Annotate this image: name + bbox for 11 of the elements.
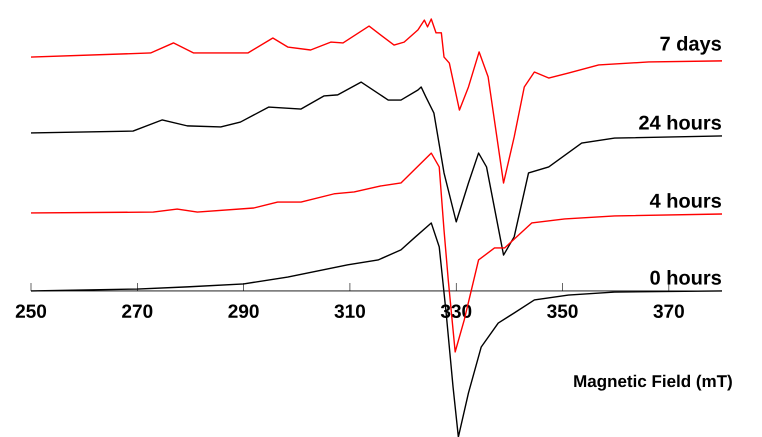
x-axis-title: Magnetic Field (mT)	[574, 374, 732, 391]
series-label: 0 hours	[650, 270, 721, 285]
x-tick-label: 290	[228, 304, 259, 318]
series-label: 7 days	[660, 36, 721, 55]
x-tick-label: 350	[547, 304, 578, 318]
x-tick-label: 310	[334, 304, 365, 318]
x-tick-label: 270	[122, 304, 152, 318]
x-tick-label: 370	[653, 304, 684, 318]
series-label: 4 hours	[650, 193, 721, 208]
series-label: 24 hours	[639, 115, 721, 130]
x-tick-label: 250	[16, 304, 46, 318]
